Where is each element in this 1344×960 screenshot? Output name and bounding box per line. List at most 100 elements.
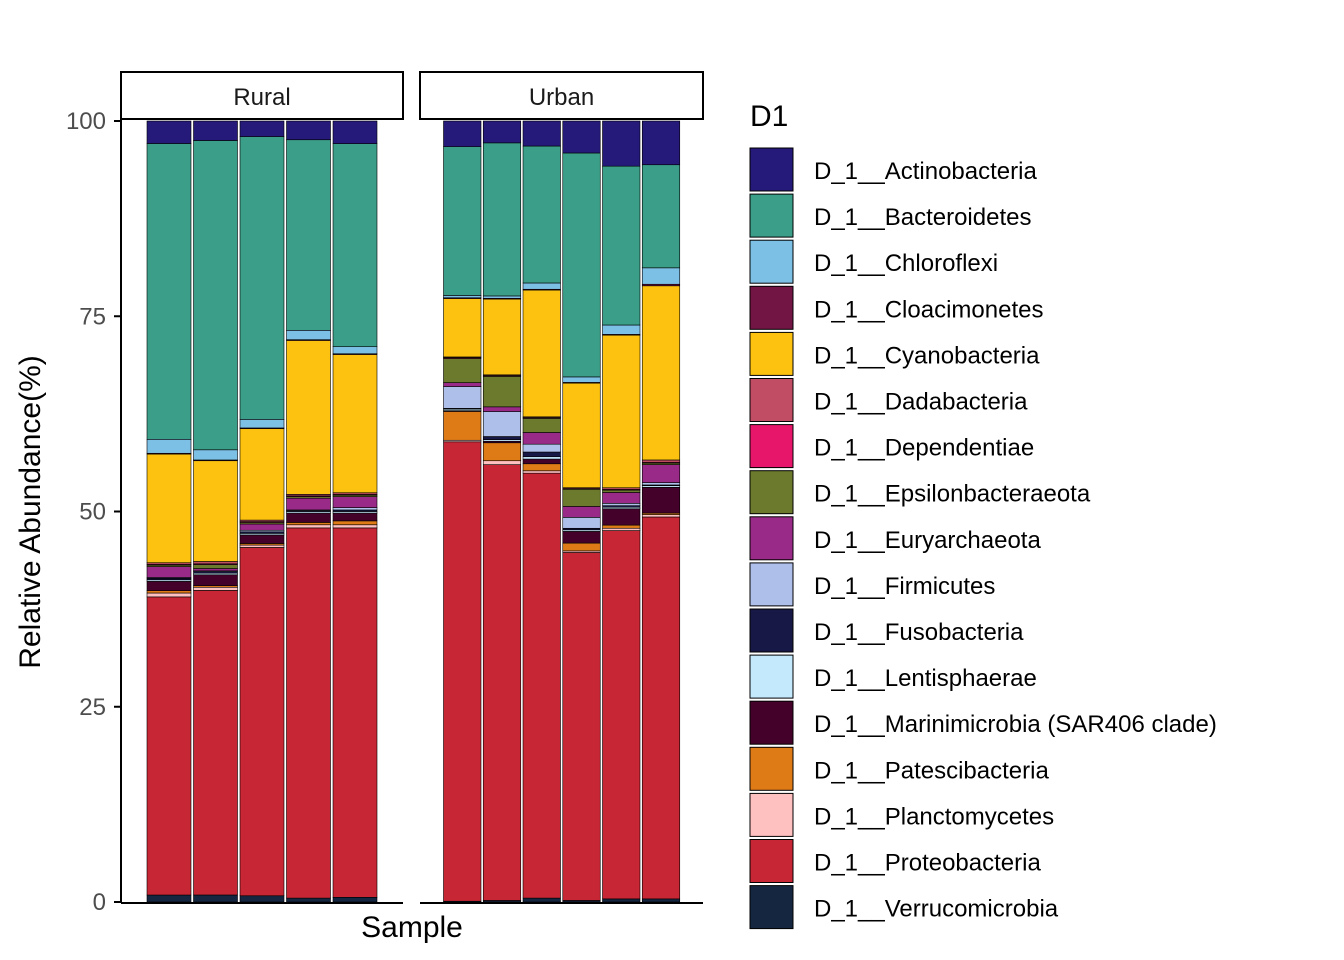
- bar-segment: [562, 542, 601, 552]
- facet-panel-rural: Rural: [120, 71, 404, 904]
- bar-segment: [443, 358, 482, 383]
- bar-segment: [522, 120, 561, 147]
- bar-segment: [239, 895, 285, 903]
- legend-label: D_1__Planctomycetes: [814, 803, 1054, 830]
- bar-segment: [522, 418, 561, 433]
- bar-segment: [239, 419, 285, 429]
- legend-item: D_1__Cloacimonetes: [749, 285, 1043, 330]
- bar-segment: [286, 512, 331, 523]
- bar-segment: [193, 586, 238, 591]
- y-axis: 0 25 50 75 100: [66, 108, 122, 916]
- bar-segment: [146, 143, 192, 440]
- bar-segment: [286, 340, 331, 495]
- bar-segment: [332, 527, 378, 898]
- bar-segment: [146, 120, 192, 144]
- bar-segment: [482, 411, 522, 437]
- bar-stack: [482, 120, 522, 903]
- legend-swatch: [749, 378, 794, 422]
- legend-label: D_1__Chloroflexi: [814, 250, 998, 277]
- legend-item: D_1__Marinimicrobia (SAR406 clade): [749, 700, 1217, 745]
- bar-segment: [562, 517, 601, 529]
- bar-segment: [602, 524, 641, 529]
- bar-segment: [443, 441, 482, 902]
- legend-label: D_1__Fusobacteria: [814, 619, 1024, 646]
- bar-segment: [239, 120, 285, 137]
- bar-segment: [602, 527, 641, 531]
- y-tick-label: 0: [93, 889, 106, 916]
- bar-segment: [522, 456, 561, 460]
- bar-stack: [602, 120, 641, 903]
- facet-panel-urban: Urban: [419, 71, 704, 904]
- legend-label: D_1__Bacteroidetes: [814, 204, 1031, 231]
- bar-segment: [193, 590, 238, 896]
- legend-swatch: [749, 285, 794, 330]
- legend-swatch: [749, 193, 794, 238]
- bar-segment: [641, 516, 681, 900]
- bar-segment: [193, 894, 238, 903]
- bar-segment: [562, 531, 601, 544]
- legend-swatch: [749, 654, 794, 699]
- bar-segment: [286, 897, 331, 903]
- legend-swatch: [749, 792, 794, 837]
- bar-segment: [641, 514, 681, 518]
- bar-segment: [286, 330, 331, 340]
- bar-segment: [522, 463, 561, 472]
- legend-label: D_1__Cyanobacteria: [814, 342, 1040, 369]
- bar-segment: [332, 143, 378, 348]
- bar-segment: [482, 436, 522, 440]
- y-tick-label: 50: [79, 499, 106, 526]
- bar-segment: [239, 534, 285, 544]
- bar-segment: [193, 449, 238, 461]
- bar-segment: [193, 561, 238, 565]
- legend-swatch: [749, 562, 794, 607]
- legend-item: D_1__Bacteroidetes: [749, 193, 1031, 238]
- legend-title: D1: [750, 100, 788, 133]
- bar-segment: [522, 897, 561, 903]
- bar-segment: [482, 442, 522, 462]
- bar-segment: [602, 120, 641, 167]
- bar-segment: [562, 382, 601, 489]
- legend-swatch: [749, 700, 794, 745]
- facet-strip: [419, 71, 704, 120]
- bar-segment: [332, 507, 378, 511]
- legend-item: D_1__Epsilonbacteraeota: [749, 470, 1091, 515]
- bar-segment: [332, 897, 378, 903]
- bar-segment: [602, 508, 641, 526]
- legend-label: D_1__Actinobacteria: [814, 158, 1037, 185]
- bar-segment: [332, 120, 378, 144]
- legend-label: D_1__Marinimicrobia (SAR406 clade): [814, 711, 1217, 738]
- bar-segment: [286, 120, 331, 141]
- bar-segment: [641, 459, 681, 463]
- legend-swatch: [749, 470, 794, 515]
- bar-segment: [482, 120, 522, 144]
- bar-segment: [641, 120, 681, 166]
- bar-segment: [286, 497, 331, 511]
- legend-label: D_1__Epsilonbacteraeota: [814, 481, 1091, 508]
- bar-segment: [239, 136, 285, 420]
- bar-segment: [522, 451, 561, 458]
- bar-stack: [332, 120, 378, 903]
- bar-segment: [332, 496, 378, 508]
- bar-segment: [239, 428, 285, 521]
- bar-segment: [641, 164, 681, 269]
- legend-swatch: [749, 839, 794, 883]
- legend-label: D_1__Verrucomicrobia: [814, 896, 1059, 923]
- bar-stack: [239, 120, 285, 903]
- y-tick-label: 75: [79, 303, 106, 330]
- bar-segment: [443, 411, 482, 441]
- bar-segment: [602, 503, 641, 506]
- bar-segment: [602, 334, 641, 489]
- bar-segment: [146, 596, 192, 896]
- bar-segment: [239, 523, 285, 531]
- bar-segment: [332, 354, 378, 494]
- bar-segment: [286, 524, 331, 529]
- bar-segment: [482, 142, 522, 297]
- bar-segment: [146, 592, 192, 598]
- bar-segment: [522, 458, 561, 465]
- bar-segment: [443, 146, 482, 296]
- bar-segment: [443, 295, 482, 299]
- legend: D1 D_1__Actinobacteria D_1__Bacteroidetes…: [749, 100, 1217, 930]
- legend-item: D_1__Lentisphaerae: [749, 654, 1037, 699]
- bar-segment: [193, 568, 238, 572]
- legend-item: D_1__Fusobacteria: [749, 608, 1024, 653]
